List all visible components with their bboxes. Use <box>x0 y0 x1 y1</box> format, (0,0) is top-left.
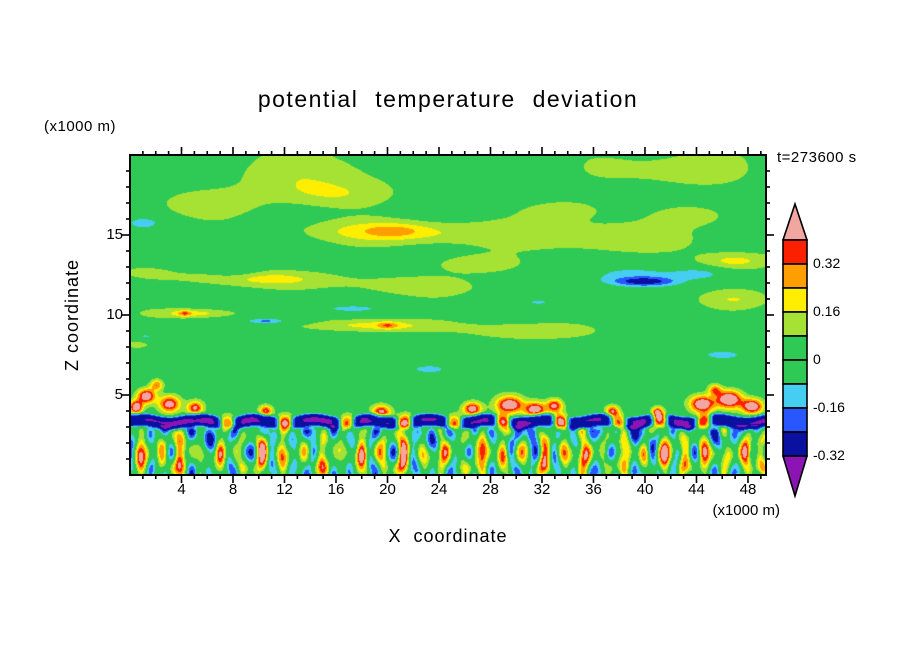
x-axis-unit: (x1000 m) <box>712 502 780 519</box>
plot-frame <box>129 154 767 476</box>
x-tick-label: 40 <box>636 481 654 498</box>
tick-marks <box>122 147 774 483</box>
plot-axes <box>122 147 774 483</box>
timestamp: t=273600 s <box>777 149 857 166</box>
x-tick-label: 16 <box>327 481 345 498</box>
x-tick-label: 12 <box>276 481 293 498</box>
x-tick-label: 32 <box>533 481 551 498</box>
z-axis-unit: (x1000 m) <box>44 118 117 135</box>
colorbar-box-green <box>782 359 808 385</box>
contour-field <box>131 156 765 474</box>
x-tick-label: 48 <box>739 481 757 498</box>
x-tick-label: 28 <box>482 481 499 498</box>
colorbar-label: 0.32 <box>813 255 841 271</box>
z-tick-label: 15 <box>106 226 123 243</box>
colorbar-box-cyan <box>782 383 808 409</box>
colorbar-box-red <box>782 239 808 265</box>
colorbar-box-orange <box>782 263 808 289</box>
colorbar-box-yellow <box>782 287 808 313</box>
colorbar-label: 0 <box>813 351 821 367</box>
x-axis-label: X coordinate <box>388 526 508 546</box>
z-tick-label: 5 <box>114 386 123 403</box>
chart-title: potential temperature deviation <box>257 86 639 112</box>
colorbar-label: -0.16 <box>813 399 845 415</box>
colorbar-box-green <box>782 335 808 361</box>
colorbar-arrow-down <box>781 455 809 499</box>
x-tick-label: 44 <box>688 481 705 498</box>
x-tick-label: 36 <box>585 481 602 498</box>
colorbar-box-yellow_green <box>782 311 808 337</box>
colorbar-box-blue <box>782 407 808 433</box>
colorbar-arrow-up <box>781 201 809 241</box>
x-tick-label: 8 <box>228 481 238 498</box>
colorbar-box-navy <box>782 431 808 457</box>
z-tick-label: 10 <box>106 306 123 323</box>
x-tick-label: 4 <box>177 481 186 498</box>
colorbar-boxes <box>781 201 809 499</box>
x-tick-label: 20 <box>379 481 396 498</box>
x-tick-label: 24 <box>430 481 448 498</box>
colorbar-label: 0.16 <box>813 303 841 319</box>
colorbar-label: -0.32 <box>813 447 845 463</box>
z-axis-label: Z coordinate <box>62 258 82 372</box>
colorbar <box>781 201 809 499</box>
